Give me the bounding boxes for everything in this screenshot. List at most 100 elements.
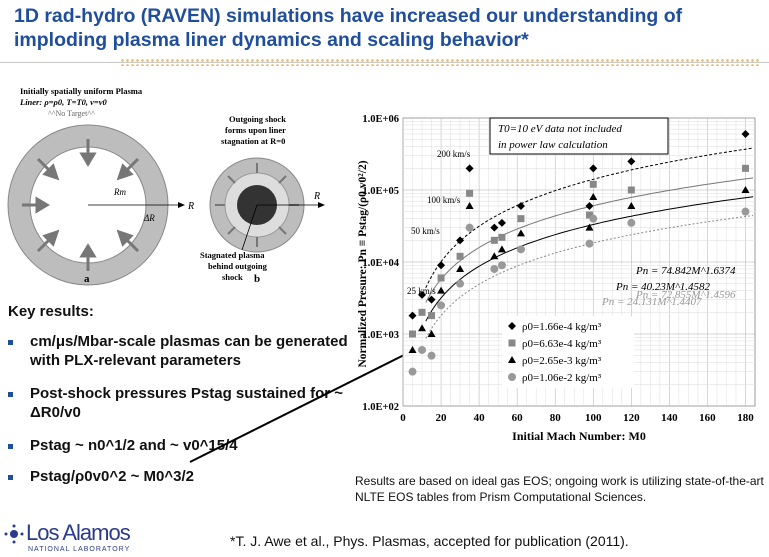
legend-marker-circle (508, 373, 516, 381)
data-point-circle (456, 279, 465, 288)
fit-label-1: Pn = 74.842M^1.6374 (635, 265, 736, 277)
data-point-circle (741, 207, 750, 216)
data-point-square (585, 211, 593, 219)
y-tick-label: 1.0E+06 (362, 114, 399, 125)
logo-name: Los Alamos (26, 520, 131, 545)
data-point-circle (408, 367, 417, 376)
logo-subtitle: NATIONAL LABORATORY (28, 546, 131, 553)
data-point-triangle (437, 286, 446, 294)
data-point-diamond (589, 164, 598, 173)
diagram-b-label: b (254, 273, 260, 285)
data-point-square (741, 164, 749, 172)
data-point-circle (497, 261, 506, 270)
slide-title: 1D rad-hydro (RAVEN) simulations have in… (14, 4, 764, 52)
legend-marker-square (508, 339, 516, 347)
data-point-square (589, 180, 597, 188)
data-point-diamond (497, 218, 506, 227)
diagram-b-arrows (215, 163, 299, 247)
diagram-a-caption-1: Initially spatially uniform Plasma (20, 86, 143, 96)
data-point-square (517, 215, 525, 223)
data-points (408, 129, 750, 376)
data-point-circle (418, 345, 427, 354)
data-point-diamond (516, 201, 525, 210)
pressure-chart: 0 20 40 60 80 100 120 140 160 180 1.0E+02 1.0E+03 1.… (357, 114, 756, 443)
data-point-square (466, 189, 474, 197)
data-point-triangle (427, 330, 436, 337)
diagram-b-stag-2: behind outgoing (208, 261, 268, 271)
fit-label-3: Pn = 40.23M^1.4582 (615, 281, 710, 293)
diagram-a-r: R (187, 201, 194, 212)
y-tick-label: 1.0E+03 (362, 330, 399, 341)
data-point-triangle (497, 245, 506, 253)
x-tick-label: 160 (699, 412, 716, 424)
legend-label: ρ0=1.06e-2 kg/m³ (522, 372, 602, 384)
x-tick-label: 80 (550, 412, 562, 424)
data-point-square (627, 186, 635, 194)
y-tick-label: 1.0E+04 (362, 258, 399, 269)
legend-label: ρ0=6.63e-4 kg/m³ (522, 338, 602, 350)
x-tick-label: 0 (400, 412, 406, 424)
data-point-triangle (627, 201, 636, 209)
data-point-diamond (456, 236, 465, 245)
data-point-diamond (465, 164, 474, 173)
data-point-diamond (408, 311, 417, 320)
x-tick-label: 120 (623, 412, 640, 424)
diagram-b-caption-2: forms upon liner (225, 125, 286, 135)
diagram-b-stag-1: Stagnated plasma (200, 250, 265, 260)
data-point-square (498, 233, 506, 241)
title-divider (0, 58, 769, 66)
y-axis-label: Normalized Presure: Pn ≡ Pstag/(ρ0 v0²/2… (357, 160, 369, 367)
speed-25: 25 km/s (407, 286, 436, 296)
data-point-diamond (427, 295, 436, 304)
data-point-triangle (408, 345, 417, 353)
data-point-circle (589, 214, 598, 223)
data-point-triangle (490, 252, 499, 260)
diagram-b-r: R (313, 191, 320, 202)
x-tick-label: 20 (436, 412, 448, 424)
data-point-triangle (465, 201, 474, 209)
data-point-square (428, 312, 436, 320)
data-point-square (418, 308, 426, 316)
axis-ticks: 0 20 40 60 80 100 120 140 160 180 1.0E+02 1.0E+03 1.… (362, 114, 754, 424)
data-point-triangle (589, 192, 598, 200)
data-point-triangle (585, 223, 594, 231)
data-point-diamond (490, 223, 499, 232)
x-tick-label: 180 (737, 412, 754, 424)
y-tick-label: 1.0E+02 (362, 402, 399, 413)
data-point-square (437, 274, 445, 282)
x-tick-label: 40 (474, 412, 486, 424)
diagram-a-label: a (84, 273, 90, 285)
diagram-a-caption-2: Liner: ρ=ρ0, T=T0, v=v0 (19, 97, 108, 107)
citation-footer: *T. J. Awe et al., Phys. Plasmas, accept… (230, 533, 629, 549)
lanl-mark-icon (4, 524, 24, 544)
data-point-diamond (418, 290, 427, 299)
annotation-line-1: T0=10 eV data not included (498, 123, 622, 135)
grid (402, 117, 755, 407)
data-point-circle (585, 239, 594, 248)
diagram-a-arrows (22, 139, 140, 271)
liner-diagram: Initially spatially uniform Plasma Liner… (7, 86, 325, 286)
title-line-1: 1D rad-hydro (RAVEN) simulations have in… (14, 5, 683, 27)
speed-50: 50 km/s (411, 226, 440, 236)
x-tick-label: 140 (661, 412, 678, 424)
legend-marker-triangle (508, 356, 516, 363)
fit-curve-1 (425, 147, 754, 289)
x-tick-label: 60 (512, 412, 524, 424)
data-point-square (490, 236, 498, 244)
y-tick-label: 1.0E+05 (362, 186, 399, 197)
fit-label-2: Pn = 72.855M^1.4596 (635, 289, 736, 301)
annotation-box (489, 117, 669, 155)
x-tick-label: 100 (585, 412, 602, 424)
data-point-triangle (741, 186, 750, 193)
eos-note: Results are based on ideal gas EOS; ongo… (355, 474, 764, 504)
diagram-a-rm: Rm (113, 187, 126, 197)
data-point-diamond (437, 261, 446, 270)
legend-marker-diamond (508, 322, 516, 330)
title-line-2: imploding plasma liner dynamics and scal… (14, 29, 529, 51)
data-point-diamond (627, 157, 636, 166)
legend-label: ρ0=1.66e-4 kg/m³ (522, 321, 602, 333)
legend: ρ0=1.66e-4 kg/m³ ρ0=6.63e-4 kg/m³ ρ0=2.65e… (502, 316, 634, 388)
data-point-circle (427, 351, 436, 360)
data-point-circle (516, 245, 525, 254)
data-point-square (456, 252, 464, 260)
